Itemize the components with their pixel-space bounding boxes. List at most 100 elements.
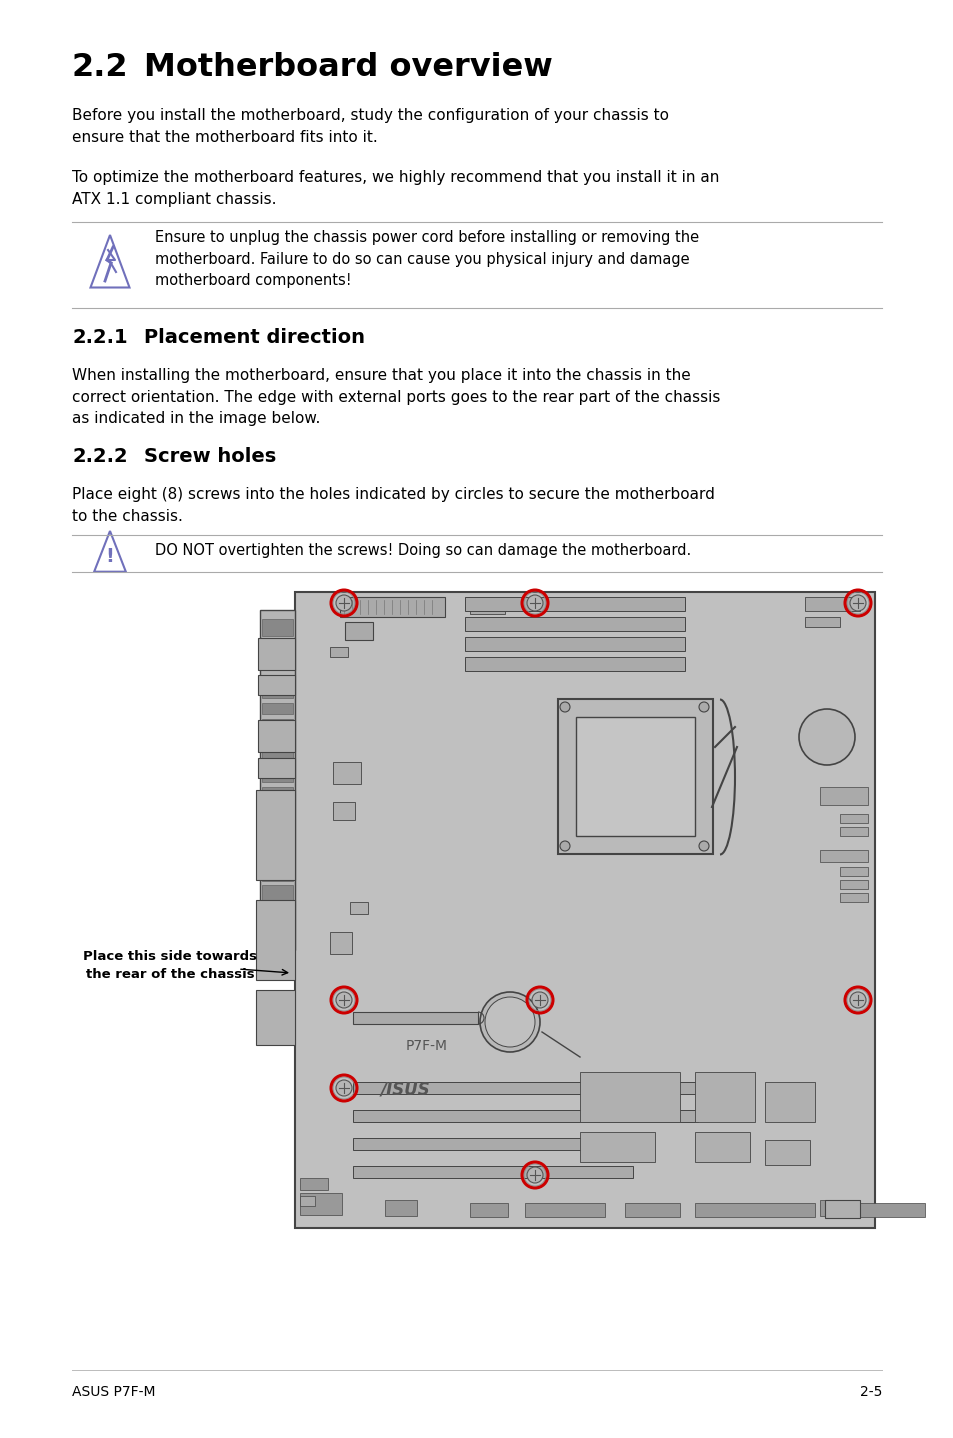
Bar [330, 932, 352, 953]
Bar [470, 600, 504, 614]
Bar [804, 597, 859, 611]
Bar [255, 789, 294, 880]
Circle shape [479, 992, 539, 1053]
Bar [840, 827, 867, 835]
Circle shape [526, 595, 542, 611]
Text: Placement direction: Placement direction [144, 328, 365, 347]
Bar [299, 1194, 341, 1215]
Bar [820, 850, 867, 861]
Bar [262, 659, 293, 670]
Text: 2.2.1: 2.2.1 [71, 328, 128, 347]
Circle shape [799, 709, 854, 765]
Bar [470, 1204, 507, 1217]
Bar [345, 623, 373, 640]
Text: 2.2.2: 2.2.2 [71, 447, 128, 466]
Bar [350, 902, 368, 915]
Bar [624, 1204, 679, 1217]
Bar [257, 674, 294, 695]
Bar [353, 1081, 698, 1094]
Bar [464, 597, 684, 611]
Text: DO NOT overtighten the screws! Doing so can damage the motherboard.: DO NOT overtighten the screws! Doing so … [154, 544, 691, 558]
Bar [464, 617, 684, 631]
Bar [260, 610, 294, 951]
Circle shape [559, 841, 569, 851]
Bar [257, 758, 294, 778]
Bar [262, 866, 293, 881]
Bar [579, 1132, 655, 1162]
Bar [385, 1199, 416, 1217]
Text: Ensure to unplug the chassis power cord before installing or removing the
mother: Ensure to unplug the chassis power cord … [154, 230, 699, 288]
Text: Place eight (8) screws into the holes indicated by circles to secure the motherb: Place eight (8) screws into the holes in… [71, 487, 714, 523]
Bar [262, 751, 293, 764]
Bar [524, 1204, 604, 1217]
Bar [294, 592, 874, 1228]
Text: Screw holes: Screw holes [144, 447, 276, 466]
Bar [339, 597, 444, 617]
Bar [262, 905, 293, 915]
Text: To optimize the motherboard features, we highly recommend that you install it in: To optimize the motherboard features, we… [71, 170, 719, 207]
Text: Before you install the motherboard, study the configuration of your chassis to
e: Before you install the motherboard, stud… [71, 108, 668, 145]
Circle shape [699, 702, 708, 712]
Text: When installing the motherboard, ensure that you place it into the chassis in th: When installing the motherboard, ensure … [71, 368, 720, 426]
Bar [824, 1204, 924, 1217]
Text: 2-5: 2-5 [859, 1385, 882, 1399]
Bar [262, 677, 293, 697]
Bar [262, 787, 293, 800]
Bar [262, 643, 293, 654]
Circle shape [526, 1168, 542, 1183]
Bar [262, 703, 293, 715]
Bar [262, 618, 293, 636]
Text: Place this side towards
the rear of the chassis: Place this side towards the rear of the … [83, 949, 256, 981]
Bar [262, 735, 293, 746]
Bar [262, 827, 293, 843]
Bar [262, 884, 293, 900]
Bar [353, 1166, 633, 1178]
Circle shape [484, 997, 535, 1047]
Bar [558, 699, 712, 854]
Bar [299, 1178, 328, 1191]
Bar [333, 762, 360, 784]
Bar [695, 1204, 814, 1217]
Bar [695, 1071, 754, 1122]
Circle shape [335, 595, 352, 611]
Bar [464, 637, 684, 651]
Bar [333, 802, 355, 820]
Circle shape [699, 841, 708, 851]
Circle shape [335, 1080, 352, 1096]
Bar [257, 638, 294, 670]
Bar [353, 1110, 698, 1122]
Bar [262, 769, 293, 782]
Bar [299, 1196, 314, 1206]
Bar [330, 647, 348, 657]
Bar [255, 900, 294, 981]
Bar [257, 720, 294, 752]
Text: P7F-M: P7F-M [406, 1040, 448, 1053]
Bar [804, 617, 840, 627]
Circle shape [849, 595, 865, 611]
Bar [764, 1081, 814, 1122]
Bar [353, 1137, 633, 1150]
Bar [840, 893, 867, 902]
Bar [764, 1140, 809, 1165]
Bar [840, 880, 867, 889]
Bar [840, 867, 867, 876]
Circle shape [559, 702, 569, 712]
Circle shape [532, 992, 547, 1008]
Text: Motherboard overview: Motherboard overview [144, 52, 553, 83]
Bar [824, 1199, 859, 1218]
Bar [353, 1012, 477, 1024]
Bar [464, 657, 684, 672]
Bar [840, 814, 867, 823]
Circle shape [335, 992, 352, 1008]
Text: 2.2: 2.2 [71, 52, 129, 83]
Bar [255, 989, 294, 1045]
Bar [262, 805, 293, 823]
Bar [576, 718, 695, 835]
Circle shape [849, 992, 865, 1008]
Text: ASUS P7F-M: ASUS P7F-M [71, 1385, 155, 1399]
Bar [695, 1132, 749, 1162]
Bar [579, 1071, 679, 1122]
Text: !: ! [106, 548, 114, 567]
Bar [820, 1199, 859, 1217]
Bar [820, 787, 867, 805]
